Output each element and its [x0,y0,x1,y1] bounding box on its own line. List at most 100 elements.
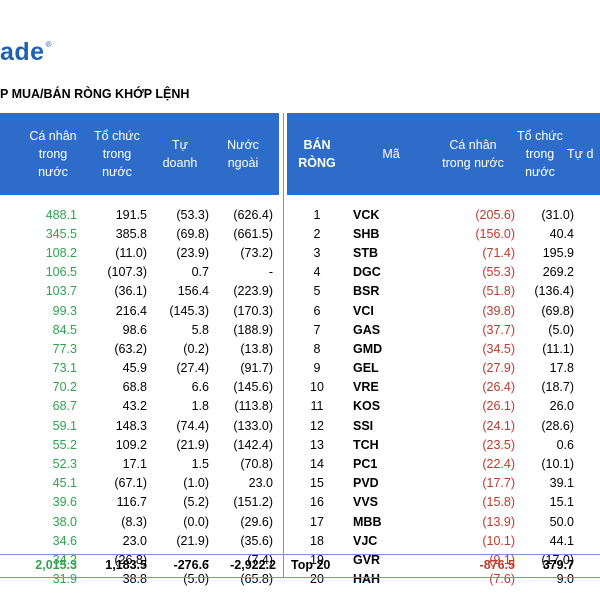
rank-cell: 11 [310,399,324,414]
institution-cell: (69.8) [541,303,574,318]
table-row: 19 GVR (9.1) (17.0) [287,550,600,569]
institution-cell: 39.1 [549,476,574,491]
table-row: 31.9 38.8 (5.0) (65.8) [0,570,276,589]
individual-cell: (71.4) [482,245,515,260]
proprietary-cell: (0.2) [183,341,209,356]
foreign-cell: (7.4) [247,552,273,567]
individual-cell: 103.7 [45,284,77,299]
header-proprietary: Tự d [567,147,594,161]
ticker-cell: VRE [353,380,379,395]
individual-cell: 55.2 [52,437,77,452]
table-row: 10 VRE (26.4) (18.7) [287,378,600,397]
ticker-cell: GEL [353,361,379,376]
table-row: 2 SHB (156.0) 40.4 [287,224,600,243]
table-row: 11 KOS (26.1) 26.0 [287,397,600,416]
proprietary-cell [574,320,600,339]
table-row: 9 GEL (27.9) 17.8 [287,359,600,378]
institution-cell: 148.3 [115,418,147,433]
table-row: 106.5 (107.3) 0.7 - [0,263,276,282]
institution-cell: 45.9 [122,361,147,376]
logo-text: ade [0,38,45,66]
institution-cell: (8.3) [121,514,147,529]
institution-cell: 385.8 [115,226,147,241]
ticker-cell: PC1 [353,457,378,472]
individual-cell: (26.1) [482,399,515,414]
total-foreign: -2,922.2 [230,558,276,572]
header-net-sell: BÁN RÒNG [298,138,336,170]
institution-cell: 68.8 [122,380,147,395]
institution-cell: 0.6 [556,437,574,452]
institution-cell: 15.1 [549,495,574,510]
proprietary-cell [574,263,600,282]
foreign-cell: (91.7) [240,361,273,376]
proprietary-cell: (23.9) [176,245,209,260]
proprietary-cell: (53.3) [176,207,209,222]
table-row: 1 VCK (205.6) (31.0) [287,205,600,224]
institution-cell: (136.4) [534,284,574,299]
ticker-cell: TCH [353,437,379,452]
rank-cell: 13 [310,437,324,452]
foreign-cell: (142.4) [233,437,273,452]
individual-cell: (34.5) [482,341,515,356]
table-row: 99.3 216.4 (145.3) (170.3) [0,301,276,320]
institution-cell: 26.0 [549,399,574,414]
header-proprietary: Tự doanh [162,138,198,170]
proprietary-cell: 0.7 [191,265,209,280]
proprietary-cell [574,378,600,397]
proprietary-cell: 1.8 [191,399,209,414]
institution-cell: 43.2 [122,399,147,414]
report-subtitle: P MUA/BÁN RÒNG KHỚP LỆNH [0,87,190,101]
individual-cell: (26.4) [482,380,515,395]
proprietary-cell: - [204,552,209,567]
rank-cell: 14 [310,457,324,472]
ticker-cell: KOS [353,399,381,414]
proprietary-cell [574,493,600,512]
table-row: 16 VVS (15.8) 15.1 [287,493,600,512]
proprietary-cell [574,339,600,358]
individual-cell: 106.5 [45,265,77,280]
ticker-cell: HAH [353,572,381,587]
rank-cell: 4 [313,265,321,280]
individual-cell: 59.1 [52,418,77,433]
foreign-cell: (133.0) [233,418,273,433]
institution-cell: 98.6 [122,322,147,337]
institution-cell: (18.7) [541,380,574,395]
individual-cell: 34.6 [52,533,77,548]
institution-cell: (26.8) [114,552,147,567]
rank-cell: 15 [310,476,324,491]
proprietary-cell: (74.4) [176,418,209,433]
proprietary-cell: (69.8) [176,226,209,241]
individual-cell: 73.1 [52,361,77,376]
institution-cell: (11.1) [542,341,574,356]
ticker-cell: STB [353,245,378,260]
individual-cell: (9.1) [489,552,515,567]
proprietary-cell [574,224,600,243]
institution-cell: 38.8 [122,572,147,587]
individual-cell: 39.6 [52,495,77,510]
individual-cell: (23.5) [482,437,515,452]
institution-cell: (5.0) [548,322,574,337]
ticker-cell: MBB [353,514,382,529]
table-row: 103.7 (36.1) 156.4 (223.9) [0,282,276,301]
table-row: 34.6 23.0 (21.9) (35.6) [0,531,276,550]
table-divider [283,113,284,578]
institution-cell: 17.8 [549,361,574,376]
proprietary-cell: (1.0) [183,476,209,491]
rank-cell: 12 [310,418,324,433]
individual-cell: (10.1) [482,533,515,548]
individual-cell: 52.3 [52,457,77,472]
institution-cell: (28.6) [541,418,574,433]
rank-cell: 5 [313,284,321,299]
institution-cell: (10.1) [541,457,574,472]
institution-cell: 109.2 [115,437,147,452]
foreign-cell: (151.2) [233,495,273,510]
table-row: 55.2 109.2 (21.9) (142.4) [0,435,276,454]
proprietary-cell: 1.5 [191,457,209,472]
institution-cell: (17.0) [541,552,574,567]
foreign-cell: 23.0 [248,476,273,491]
institution-cell: 216.4 [115,303,147,318]
proprietary-cell [574,531,600,550]
logo: ade® [0,38,52,67]
institution-cell: 195.9 [542,245,574,260]
rank-cell: 1 [313,207,321,222]
